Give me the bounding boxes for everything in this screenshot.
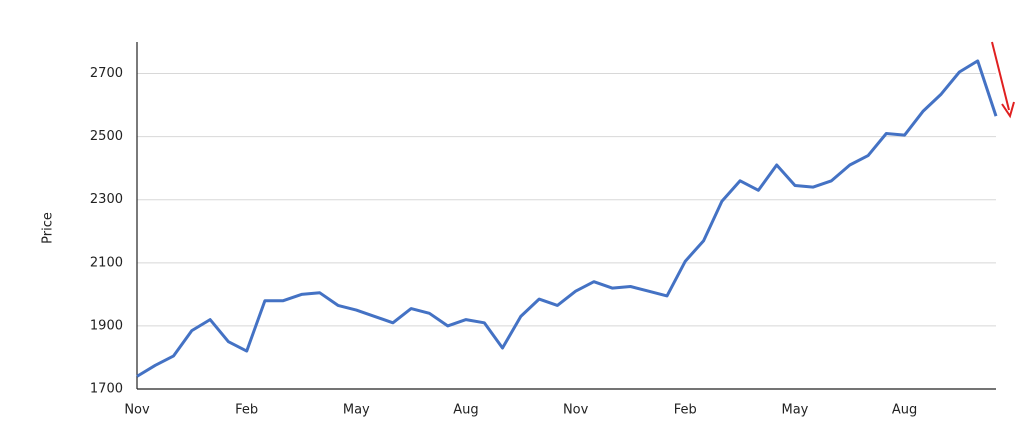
y-tick-label: 1900 [90, 318, 123, 333]
y-tick-label: 1700 [90, 382, 123, 397]
y-tick-label: 2100 [90, 255, 123, 270]
grid [137, 73, 996, 327]
x-tick-label: Feb [235, 403, 258, 418]
y-axis-label: Price [41, 212, 56, 244]
y-tick-label: 2500 [90, 129, 123, 144]
x-tick-label: Nov [124, 403, 150, 418]
x-tick-label: Nov [563, 403, 589, 418]
x-tick-label: Feb [674, 403, 697, 418]
x-tick-label: Aug [453, 403, 478, 418]
y-tick-label: 2300 [90, 192, 123, 207]
trend-arrow [991, 41, 1015, 119]
x-tick-label: May [343, 403, 370, 418]
price-line [136, 59, 998, 378]
y-tick-label: 2700 [90, 66, 123, 81]
x-tick-label: Aug [892, 403, 917, 418]
x-tick-label: May [782, 403, 809, 418]
